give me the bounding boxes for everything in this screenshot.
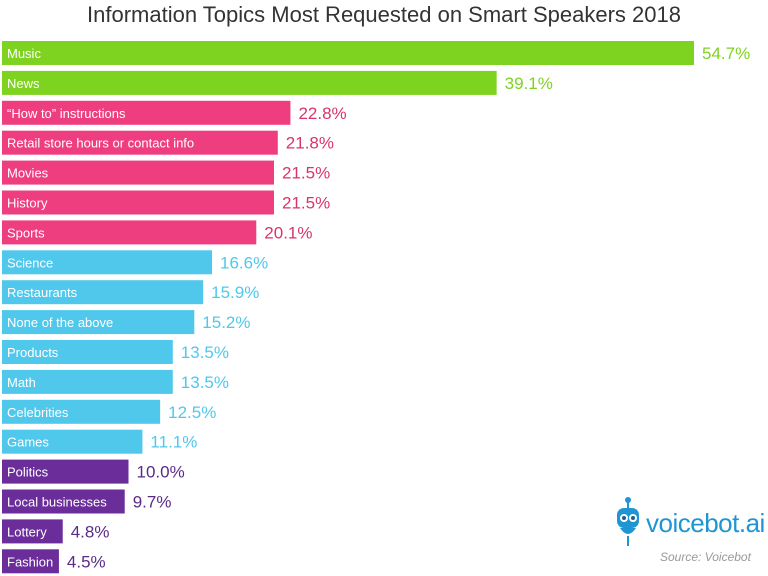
bar <box>2 310 195 335</box>
bar <box>2 100 291 125</box>
category-label: Movies <box>7 166 49 181</box>
category-label: History <box>7 196 48 211</box>
bar <box>2 519 63 544</box>
value-label: 21.5% <box>282 194 330 213</box>
value-label: 20.1% <box>264 223 312 242</box>
category-label: Fashion <box>7 554 53 569</box>
value-label: 10.0% <box>137 463 185 482</box>
category-label: Music <box>7 46 41 61</box>
robot-icon <box>617 497 639 546</box>
bar <box>2 399 161 424</box>
value-label: 21.8% <box>286 134 334 153</box>
bar <box>2 250 213 275</box>
voicebot-logo: voicebot.ai Source: Voicebot <box>610 496 768 576</box>
bar <box>2 489 125 514</box>
category-label: Games <box>7 435 49 450</box>
category-label: Local businesses <box>7 495 107 510</box>
bar <box>2 130 278 155</box>
category-label: “How to” instructions <box>7 106 126 121</box>
bar <box>2 190 274 215</box>
bar <box>2 369 173 394</box>
chart-title: Information Topics Most Requested on Sma… <box>87 2 681 27</box>
category-label: Products <box>7 345 59 360</box>
value-label: 13.5% <box>181 373 229 392</box>
bar <box>2 340 173 364</box>
value-label: 4.8% <box>71 522 110 541</box>
category-label: None of the above <box>7 315 113 330</box>
value-label: 12.5% <box>168 403 216 422</box>
category-label: Sports <box>7 225 45 240</box>
category-label: Celebrities <box>7 405 69 420</box>
value-label: 15.2% <box>202 313 250 332</box>
category-label: Restaurants <box>7 285 78 300</box>
bar <box>2 220 257 245</box>
value-label: 15.9% <box>211 283 259 302</box>
bar <box>2 459 129 484</box>
category-label: Science <box>7 255 53 270</box>
logo-text: voicebot.ai <box>646 508 765 538</box>
value-label: 9.7% <box>133 493 172 512</box>
bar <box>2 280 204 305</box>
bar <box>2 160 274 185</box>
category-label: Retail store hours or contact info <box>7 136 194 151</box>
value-label: 11.1% <box>150 433 197 452</box>
category-label: Math <box>7 375 36 390</box>
source-note: Source: Voicebot <box>660 550 751 564</box>
value-label: 13.5% <box>181 343 229 362</box>
value-label: 22.8% <box>298 104 346 123</box>
category-label: Politics <box>7 465 49 480</box>
category-label: Lottery <box>7 524 47 539</box>
bar <box>2 429 143 454</box>
bar <box>2 70 497 95</box>
category-label: News <box>7 76 40 91</box>
bar <box>2 41 694 65</box>
value-label: 16.6% <box>220 253 268 272</box>
bar <box>2 549 59 574</box>
value-label: 54.7% <box>702 44 750 63</box>
value-label: 39.1% <box>505 74 553 93</box>
value-label: 21.5% <box>282 164 330 183</box>
value-label: 4.5% <box>67 552 106 571</box>
